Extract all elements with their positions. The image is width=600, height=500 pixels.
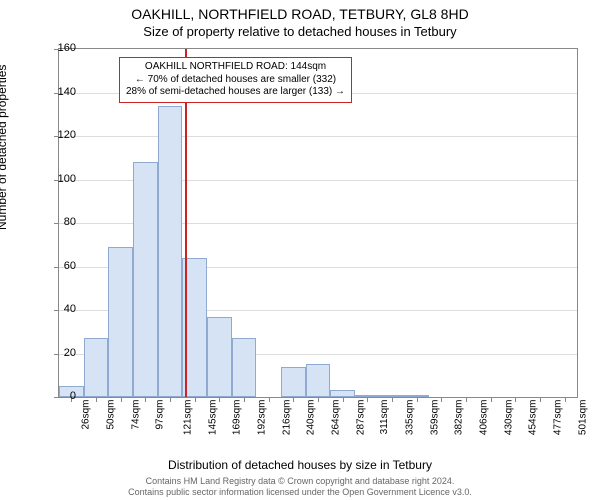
x-tick bbox=[491, 397, 492, 402]
y-tick-label: 100 bbox=[58, 173, 76, 185]
x-tick-label: 216sqm bbox=[281, 400, 292, 436]
x-tick bbox=[515, 397, 516, 402]
credit-line: Contains public sector information licen… bbox=[128, 487, 472, 497]
y-tick-label: 140 bbox=[58, 86, 76, 98]
x-tick-label: 311sqm bbox=[379, 400, 390, 435]
x-tick-label: 264sqm bbox=[330, 400, 341, 436]
histogram-bar bbox=[232, 338, 257, 397]
annotation-line: 28% of semi-detached houses are larger (… bbox=[126, 86, 345, 99]
credit-line: Contains HM Land Registry data © Crown c… bbox=[146, 476, 455, 486]
x-tick bbox=[269, 397, 270, 402]
y-tick bbox=[54, 310, 59, 311]
y-tick bbox=[54, 223, 59, 224]
x-tick bbox=[195, 397, 196, 402]
y-axis-label: Number of detached properties bbox=[0, 65, 9, 230]
y-tick bbox=[54, 267, 59, 268]
gridline bbox=[59, 136, 577, 137]
x-tick bbox=[244, 397, 245, 402]
x-tick bbox=[540, 397, 541, 402]
y-tick-label: 0 bbox=[70, 390, 76, 402]
histogram-bar bbox=[404, 395, 429, 397]
x-tick-label: 501sqm bbox=[577, 400, 588, 436]
annotation-line: ← 70% of detached houses are smaller (33… bbox=[126, 74, 345, 87]
annotation-line: OAKHILL NORTHFIELD ROAD: 144sqm bbox=[126, 61, 345, 74]
x-tick bbox=[441, 397, 442, 402]
x-tick-label: 121sqm bbox=[182, 400, 193, 436]
x-axis-label: Distribution of detached houses by size … bbox=[0, 458, 600, 472]
x-tick-label: 240sqm bbox=[306, 400, 317, 436]
x-tick bbox=[318, 397, 319, 402]
x-tick bbox=[417, 397, 418, 402]
x-tick bbox=[392, 397, 393, 402]
chart-title-address: OAKHILL, NORTHFIELD ROAD, TETBURY, GL8 8… bbox=[0, 6, 600, 22]
chart-subtitle: Size of property relative to detached ho… bbox=[0, 24, 600, 39]
y-tick bbox=[54, 354, 59, 355]
plot-area: 26sqm50sqm74sqm97sqm121sqm145sqm169sqm19… bbox=[58, 48, 578, 398]
y-tick bbox=[54, 397, 59, 398]
histogram-bar bbox=[108, 247, 133, 397]
annotation-box: OAKHILL NORTHFIELD ROAD: 144sqm← 70% of … bbox=[119, 57, 352, 103]
x-tick bbox=[170, 397, 171, 402]
histogram-bar bbox=[158, 106, 183, 397]
x-tick-label: 26sqm bbox=[81, 400, 92, 430]
x-tick-label: 382sqm bbox=[454, 400, 465, 436]
x-tick bbox=[367, 397, 368, 402]
x-tick-label: 145sqm bbox=[207, 400, 218, 436]
x-tick-label: 406sqm bbox=[478, 400, 489, 436]
x-tick bbox=[121, 397, 122, 402]
histogram-bar bbox=[355, 395, 380, 397]
x-tick-label: 97sqm bbox=[155, 400, 166, 430]
x-tick bbox=[565, 397, 566, 402]
x-tick-label: 50sqm bbox=[106, 400, 117, 430]
histogram-bar bbox=[207, 317, 232, 397]
histogram-bar bbox=[380, 395, 405, 397]
x-tick bbox=[343, 397, 344, 402]
histogram-bar bbox=[330, 390, 355, 397]
credit-text: Contains HM Land Registry data © Crown c… bbox=[0, 476, 600, 498]
y-tick-label: 160 bbox=[58, 42, 76, 54]
histogram-bar bbox=[306, 364, 331, 397]
x-tick bbox=[145, 397, 146, 402]
x-tick bbox=[293, 397, 294, 402]
histogram-bar bbox=[281, 367, 306, 397]
y-tick-label: 80 bbox=[64, 216, 76, 228]
x-tick-label: 430sqm bbox=[503, 400, 514, 436]
x-tick-label: 359sqm bbox=[429, 400, 440, 436]
x-tick-label: 335sqm bbox=[404, 400, 415, 436]
y-tick-label: 120 bbox=[58, 129, 76, 141]
histogram-bar bbox=[133, 162, 158, 397]
x-tick-label: 454sqm bbox=[528, 400, 539, 436]
y-tick-label: 60 bbox=[64, 260, 76, 272]
x-tick-label: 169sqm bbox=[232, 400, 243, 436]
x-tick bbox=[466, 397, 467, 402]
x-tick-label: 287sqm bbox=[355, 400, 366, 436]
x-tick-label: 192sqm bbox=[256, 400, 267, 436]
y-tick-label: 40 bbox=[64, 303, 76, 315]
x-tick bbox=[96, 397, 97, 402]
x-tick-label: 477sqm bbox=[552, 400, 563, 436]
x-tick bbox=[219, 397, 220, 402]
x-tick-label: 74sqm bbox=[130, 400, 141, 430]
histogram-bar bbox=[84, 338, 109, 397]
property-size-chart: OAKHILL, NORTHFIELD ROAD, TETBURY, GL8 8… bbox=[0, 0, 600, 500]
y-tick-label: 20 bbox=[64, 347, 76, 359]
